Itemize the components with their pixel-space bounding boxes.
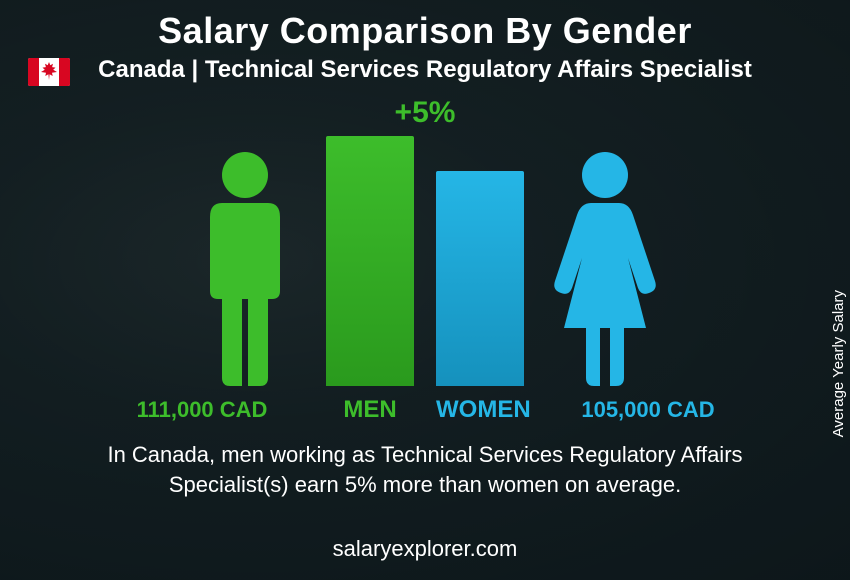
female-figure-icon [546, 151, 664, 386]
description-text: In Canada, men working as Technical Serv… [60, 440, 790, 499]
female-gender-label: WOMEN [436, 396, 524, 424]
male-gender-label: MEN [326, 396, 414, 424]
page-title: Salary Comparison By Gender [0, 10, 850, 52]
chart-row [186, 136, 664, 386]
subtitle: Canada | Technical Services Regulatory A… [0, 56, 850, 84]
male-figure-icon [186, 151, 304, 386]
gender-salary-chart: +5% [0, 96, 850, 426]
footer-source: salaryexplorer.com [0, 536, 850, 562]
male-salary: 111,000 CAD [122, 397, 282, 423]
male-bar [326, 136, 414, 386]
infographic-canvas: Salary Comparison By Gender Canada | Tec… [0, 0, 850, 580]
chart-labels: 111,000 CAD MEN WOMEN 105,000 CAD [122, 396, 728, 424]
pct-diff-label: +5% [395, 96, 456, 130]
female-bar [436, 171, 524, 386]
female-salary: 105,000 CAD [568, 397, 728, 423]
